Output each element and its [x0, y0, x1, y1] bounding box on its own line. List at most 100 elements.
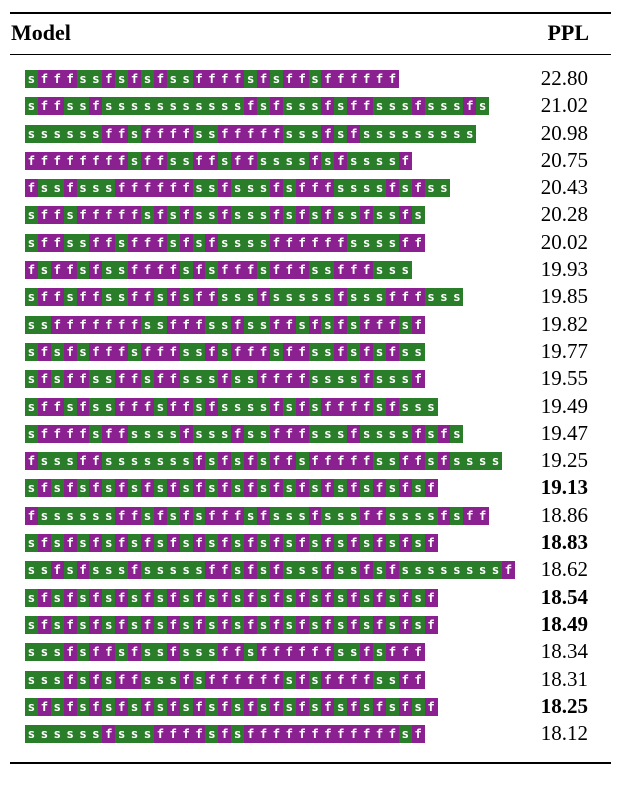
token-f: f [437, 424, 451, 443]
token-s: s [89, 370, 103, 389]
token-f: f [89, 670, 103, 689]
token-s: s [360, 534, 374, 553]
token-s: s [37, 179, 51, 198]
token-f: f [373, 534, 386, 553]
token-f: f [179, 424, 193, 443]
token-f: f [50, 233, 64, 252]
token-f: f [321, 697, 335, 716]
token-s: s [102, 670, 116, 689]
token-f: f [257, 70, 270, 88]
token-f: f [141, 151, 154, 170]
token-s: s [102, 615, 116, 634]
token-s: s [282, 479, 296, 498]
token-f: f [115, 479, 129, 498]
token-f: f [192, 588, 206, 607]
token-s: s [102, 288, 116, 307]
token-s: s [50, 534, 64, 553]
token-s: s [424, 506, 438, 525]
token-s: s [50, 588, 64, 607]
token-s: s [115, 725, 129, 744]
token-s: s [334, 370, 348, 389]
token-f: f [192, 725, 206, 744]
token-s: s [50, 342, 64, 361]
token-f: f [153, 124, 167, 143]
token-f: f [257, 670, 270, 689]
token-s: s [411, 342, 425, 361]
token-s: s [373, 288, 386, 307]
token-f: f [37, 479, 51, 498]
token-s: s [334, 643, 348, 662]
token-s: s [25, 479, 38, 498]
token-f: f [166, 124, 180, 143]
token-s: s [50, 697, 64, 716]
token-s: s [231, 479, 245, 498]
token-s: s [308, 479, 322, 498]
token-s: s [89, 124, 103, 143]
token-s: s [89, 561, 103, 580]
token-s: s [295, 506, 309, 525]
token-s: s [398, 315, 412, 334]
token-f: f [347, 452, 361, 471]
token-s: s [398, 506, 412, 525]
token-s: s [411, 479, 425, 498]
table-bottom-rule [10, 762, 611, 764]
token-s: s [360, 424, 374, 443]
token-f: f [398, 479, 412, 498]
token-f: f [231, 261, 245, 280]
token-f: f [192, 70, 206, 88]
token-s: s [450, 124, 464, 143]
token-f: f [321, 534, 335, 553]
token-f: f [37, 342, 51, 361]
token-s: s [244, 70, 258, 88]
token-f: f [89, 206, 103, 225]
token-s: s [424, 124, 438, 143]
token-f: f [166, 179, 180, 198]
token-s: s [128, 124, 142, 143]
token-f: f [360, 397, 374, 416]
token-s: s [385, 370, 399, 389]
token-f: f [141, 588, 154, 607]
token-s: s [115, 643, 129, 662]
token-f: f [128, 506, 142, 525]
token-s: s [25, 206, 38, 225]
token-f: f [411, 288, 425, 307]
token-f: f [282, 70, 296, 88]
token-f: f [141, 179, 154, 198]
token-s: s [385, 424, 399, 443]
ppl-value: 20.75 [540, 147, 588, 172]
token-f: f [295, 261, 309, 280]
token-f: f [115, 151, 129, 170]
token-f: f [437, 506, 451, 525]
token-s: s [179, 643, 193, 662]
token-s: s [192, 670, 206, 689]
token-f: f [63, 370, 77, 389]
token-s: s [398, 424, 412, 443]
ppl-value: 19.47 [540, 420, 588, 445]
token-s: s [282, 697, 296, 716]
token-f: f [25, 452, 38, 471]
token-s: s [89, 397, 103, 416]
token-f: f [76, 561, 90, 580]
token-s: s [347, 288, 361, 307]
token-f: f [153, 179, 167, 198]
token-s: s [244, 233, 258, 252]
token-s: s [282, 97, 296, 116]
token-f: f [192, 315, 206, 334]
token-s: s [269, 506, 283, 525]
token-s: s [450, 288, 464, 307]
token-f: f [269, 561, 283, 580]
token-f: f [89, 643, 103, 662]
token-s: s [282, 561, 296, 580]
token-f: f [153, 725, 167, 744]
model-column-header: Model [11, 20, 71, 45]
token-s: s [179, 697, 193, 716]
token-f: f [385, 288, 399, 307]
token-s: s [37, 452, 51, 471]
token-s: s [25, 561, 38, 580]
token-s: s [102, 534, 116, 553]
